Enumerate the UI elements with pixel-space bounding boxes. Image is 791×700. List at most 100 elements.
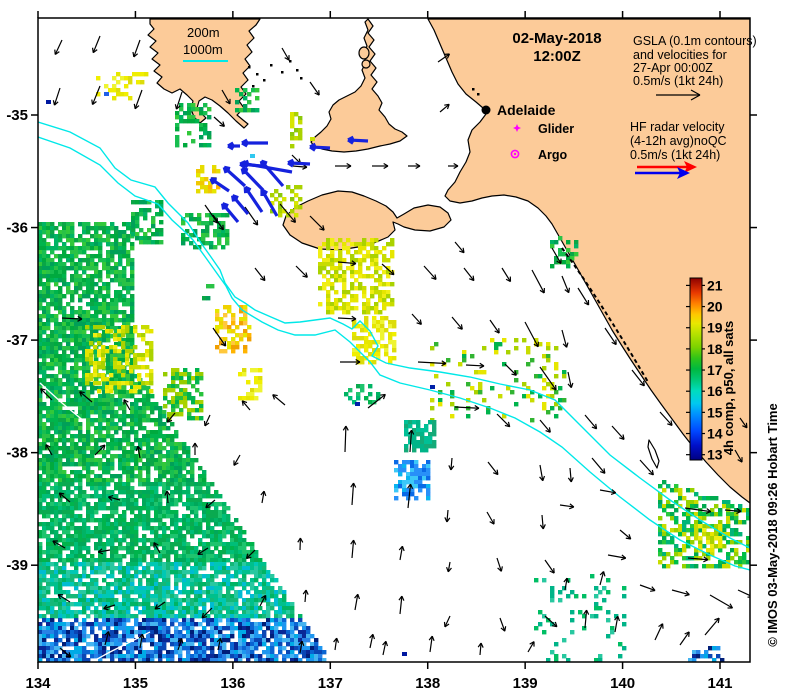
velocity-arrow <box>367 393 386 409</box>
velocity-arrow <box>103 604 116 611</box>
velocity-arrow <box>281 47 290 61</box>
hf-velocity-arrow <box>220 202 240 224</box>
island-speck <box>472 88 475 91</box>
velocity-arrow <box>52 87 61 106</box>
gsla-scale-arrow-icon <box>656 89 701 101</box>
hf-legend-line3: 0.5m/s (1kt 24h) <box>630 148 720 162</box>
velocity-arrow <box>201 607 213 619</box>
velocity-arrow <box>734 449 743 463</box>
y-tick-label: -37 <box>6 332 28 349</box>
velocity-arrow <box>439 103 450 113</box>
velocity-arrow <box>487 461 499 476</box>
velocity-arrow <box>213 116 225 127</box>
velocity-arrow <box>133 89 143 110</box>
velocity-arrow <box>40 388 53 401</box>
hf-velocity-arrow <box>309 142 331 152</box>
velocity-arrow <box>619 529 632 540</box>
velocity-arrow <box>443 615 451 628</box>
velocity-arrow <box>639 459 654 476</box>
velocity-arrow <box>724 508 742 515</box>
island-speck <box>300 77 303 80</box>
y-axis-labels: -35 -36 -37 -38 -39 <box>6 107 28 574</box>
velocity-arrow <box>398 595 405 615</box>
colorbar-value: 21 <box>707 277 723 293</box>
velocity-arrow <box>212 214 224 231</box>
velocity-arrow <box>177 638 184 651</box>
hf-scale-arrow-red-icon <box>637 161 697 173</box>
velocity-arrow <box>539 366 557 391</box>
velocity-arrow <box>599 571 606 586</box>
velocity-arrow <box>398 545 405 561</box>
velocity-arrow <box>639 584 656 592</box>
coorong-lagoon <box>647 439 660 469</box>
velocity-arrow <box>408 162 421 170</box>
depth-1000m-label: 1000m <box>183 42 223 57</box>
axis-ticks <box>31 11 757 669</box>
velocity-arrow <box>59 647 72 658</box>
velocity-arrow <box>260 490 267 504</box>
hf-velocity-arrow <box>239 160 263 169</box>
velocity-arrow <box>539 464 546 482</box>
velocity-arrow <box>539 514 546 530</box>
velocity-arrow <box>272 394 286 406</box>
velocity-arrow <box>79 391 93 403</box>
colorbar-value: 20 <box>707 299 723 315</box>
velocity-arrow <box>166 412 176 423</box>
y-tick-label: -36 <box>6 220 28 237</box>
x-tick-label: 140 <box>610 675 635 692</box>
velocity-arrow <box>295 265 308 278</box>
velocity-arrow <box>123 399 131 411</box>
velocity-arrow <box>58 492 71 503</box>
velocity-arrow <box>382 640 389 656</box>
velocity-arrow <box>203 414 211 427</box>
velocity-arrow <box>164 490 171 504</box>
island-speck <box>296 69 299 72</box>
velocity-arrow <box>454 241 465 254</box>
velocity-arrow <box>463 267 475 282</box>
hf-radar-arrows <box>209 135 369 224</box>
velocity-arrow <box>561 275 571 294</box>
velocity-arrow <box>428 635 435 653</box>
gsla-legend-line3: 27-Apr 00:00Z <box>633 61 713 75</box>
velocity-arrow <box>684 507 712 515</box>
velocity-arrow <box>411 313 422 325</box>
coorong-shore-hatch <box>561 247 649 383</box>
velocity-arrow <box>454 405 480 412</box>
velocity-arrow <box>350 482 357 506</box>
velocity-arrow <box>604 327 617 346</box>
velocity-arrow <box>561 329 569 348</box>
velocity-arrow <box>340 358 361 366</box>
hf-velocity-arrow <box>259 159 285 188</box>
y-tick-label: -38 <box>6 445 28 462</box>
velocity-arrow <box>369 633 376 649</box>
sst-pixel-layer <box>38 72 750 662</box>
velocity-arrow <box>544 615 558 628</box>
hf-legend-line1: HF radar velocity <box>630 120 725 134</box>
velocity-arrow <box>372 162 389 170</box>
hf-velocity-arrow <box>347 135 369 145</box>
depth-200m-label: 200m <box>187 25 220 40</box>
velocity-arrow <box>61 315 83 322</box>
velocity-arrow <box>614 615 621 633</box>
velocity-arrow <box>477 642 484 656</box>
island-speck <box>289 60 292 63</box>
velocity-arrow <box>501 267 512 283</box>
velocity-arrow <box>153 542 161 554</box>
velocity-arrow <box>337 260 357 267</box>
velocity-arrow <box>544 559 555 574</box>
hf-velocity-arrow <box>260 188 279 217</box>
island-specks <box>248 60 480 96</box>
gsla-legend-line2: and velocities for <box>633 48 727 62</box>
velocity-arrow <box>309 215 325 231</box>
colorbar-value: 14 <box>707 426 723 442</box>
x-tick-label: 141 <box>707 675 732 692</box>
velocity-arrow <box>448 162 459 170</box>
velocity-arrow <box>423 265 437 280</box>
velocity-arrow <box>584 414 598 430</box>
velocity-arrow <box>496 413 511 428</box>
x-tick-label: 139 <box>513 675 538 692</box>
velocity-arrow <box>259 594 267 607</box>
velocity-arrow <box>739 417 748 429</box>
land-layer <box>147 18 750 504</box>
velocity-arrow <box>631 369 645 387</box>
